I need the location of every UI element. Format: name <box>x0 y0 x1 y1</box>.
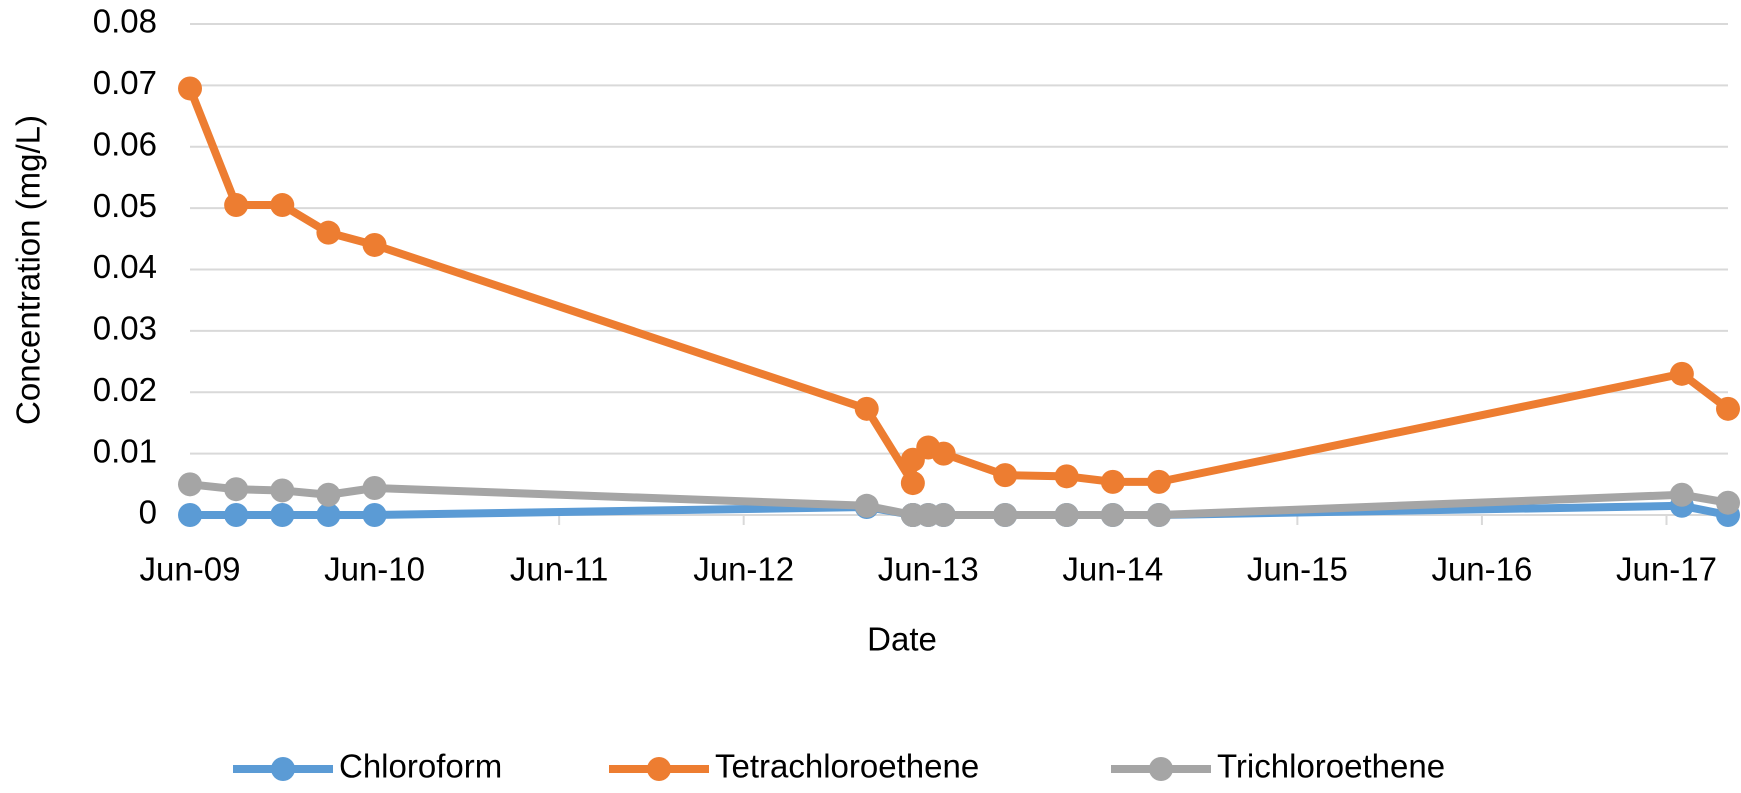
marker <box>1716 396 1740 421</box>
marker <box>854 493 879 518</box>
marker <box>1146 503 1171 527</box>
x-tick-label: Jun-13 <box>878 551 979 588</box>
y-tick-label: 0.01 <box>93 432 157 469</box>
marker <box>270 478 295 503</box>
marker <box>362 503 387 527</box>
legend-label: Trichloroethene <box>1217 748 1445 785</box>
y-axis-title: Concentration (mg/L) <box>10 115 47 425</box>
marker <box>993 463 1018 488</box>
x-tick-label: Jun-14 <box>1062 551 1163 588</box>
marker <box>316 220 341 245</box>
marker <box>993 503 1018 527</box>
x-tick-label: Jun-15 <box>1247 551 1348 588</box>
legend-marker <box>647 757 671 781</box>
y-tick-label: 0.02 <box>93 371 157 408</box>
legend-label: Tetrachloroethene <box>715 748 979 785</box>
x-tick-label: Jun-10 <box>324 551 425 588</box>
y-tick-label: 0.08 <box>93 3 157 40</box>
marker <box>224 503 249 527</box>
marker <box>1054 464 1079 489</box>
marker <box>270 193 295 218</box>
marker <box>1669 482 1694 507</box>
y-tick-label: 0.06 <box>93 125 157 162</box>
marker <box>362 475 387 500</box>
x-tick-label: Jun-12 <box>693 551 794 588</box>
marker <box>1054 503 1079 527</box>
marker <box>1100 469 1125 494</box>
marker <box>270 503 295 527</box>
marker <box>931 503 956 527</box>
marker <box>1146 469 1171 494</box>
x-tick-label: Jun-11 <box>510 551 608 588</box>
y-tick-label: 0.03 <box>93 310 157 347</box>
x-axis-title: Date <box>867 621 937 658</box>
marker <box>362 232 387 257</box>
x-tick-label: Jun-16 <box>1431 551 1532 588</box>
x-tick-label: Jun-17 <box>1616 551 1717 588</box>
legend-marker <box>1149 757 1173 781</box>
y-tick-label: 0.07 <box>93 64 157 101</box>
legend-marker <box>271 757 295 781</box>
marker <box>1100 503 1125 527</box>
marker <box>900 471 925 496</box>
marker <box>1716 490 1740 515</box>
y-tick-label: 0.05 <box>93 187 157 224</box>
marker <box>316 503 341 527</box>
x-tick-label: Jun-09 <box>140 551 241 588</box>
legend-label: Chloroform <box>339 748 502 785</box>
marker <box>1669 361 1694 386</box>
marker <box>316 482 341 507</box>
marker <box>931 441 956 466</box>
marker <box>854 396 879 421</box>
marker <box>224 477 249 502</box>
y-tick-label: 0 <box>139 494 157 531</box>
marker <box>178 76 202 101</box>
marker <box>224 193 249 218</box>
y-tick-label: 0.04 <box>93 248 157 285</box>
marker <box>178 503 202 527</box>
marker <box>178 472 202 497</box>
